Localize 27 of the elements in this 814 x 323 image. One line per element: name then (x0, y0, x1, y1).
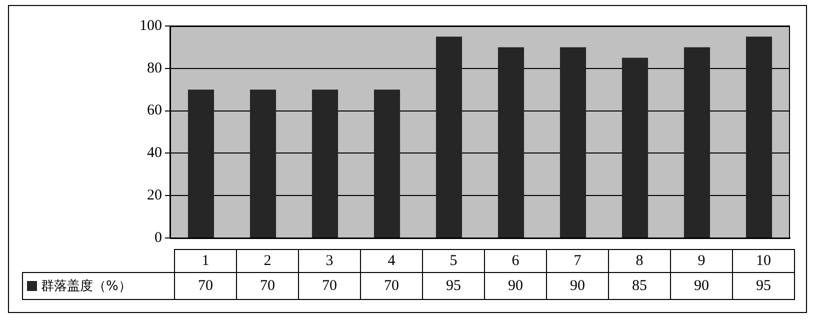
x-tick-label: 7 (546, 250, 608, 272)
legend-label: 群落盖度（%） (22, 272, 174, 300)
data-label: 95 (732, 272, 794, 300)
y-tick-label: 0 (154, 230, 162, 246)
data-label: 90 (546, 272, 608, 300)
y-tick-label: 60 (147, 102, 162, 119)
y-tick-label: 20 (147, 188, 162, 204)
data-label: 90 (484, 272, 546, 300)
x-tick-label: 1 (174, 250, 236, 272)
x-tick-label: 9 (670, 250, 732, 272)
y-tick-label: 40 (147, 145, 162, 162)
x-tick-label: 4 (360, 250, 422, 272)
data-label: 90 (670, 272, 732, 300)
x-tick-label: 8 (608, 250, 670, 272)
x-tick-label: 5 (422, 250, 484, 272)
data-label: 70 (360, 272, 422, 300)
x-tick-label: 3 (298, 250, 360, 272)
y-tick-label: 80 (147, 60, 162, 76)
data-label: 70 (236, 272, 298, 300)
data-label: 70 (174, 272, 236, 300)
x-tick-label: 10 (732, 250, 794, 272)
data-label: 85 (608, 272, 670, 300)
y-tick-label: 100 (140, 18, 162, 34)
x-tick-label: 2 (236, 250, 298, 272)
data-label: 95 (422, 272, 484, 300)
data-label: 70 (298, 272, 360, 300)
x-tick-label: 6 (484, 250, 546, 272)
